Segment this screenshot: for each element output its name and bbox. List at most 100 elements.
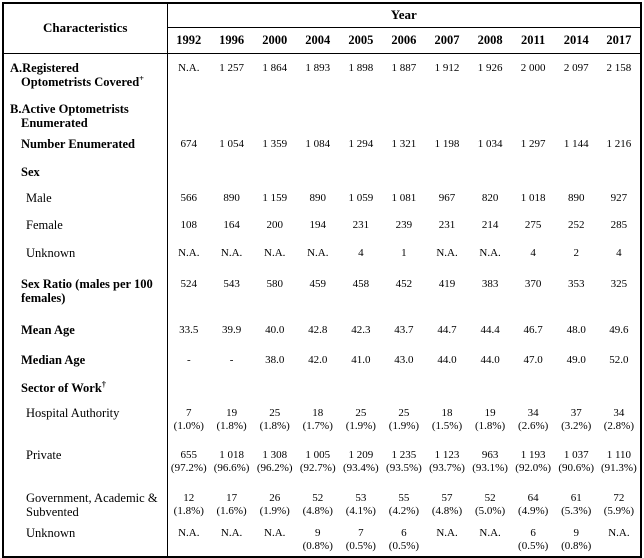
cell-value: 1 084 — [305, 138, 331, 150]
row-label-sex-ratio: Sex Ratio (males per 100 females) — [3, 270, 168, 316]
row-label-line: Hospital Authority — [26, 406, 166, 420]
cell-mean-age-1996: 39.9 — [210, 316, 253, 346]
cell-value: 1 059 — [348, 192, 374, 204]
cell-value: 325 — [610, 278, 628, 290]
cell-sector-unknown-2011: 6 (0.5%) — [512, 519, 555, 557]
cell-sector-of-work-2004 — [296, 374, 339, 399]
table-row-sector-unknown: Unknown N.A. N.A. N.A. 9 (0.8%) 7 (0.5%) 6 (0.5%)… — [3, 519, 641, 557]
cell-sector-of-work-2014 — [555, 374, 598, 399]
cell-private-2011: 1 193 (92.0%) — [512, 441, 555, 484]
cell-sector-of-work-2006 — [382, 374, 425, 399]
cell-sector-unknown-2008: N.A. — [469, 519, 512, 557]
cell-hospital-authority-2008: 19 (1.8%) — [469, 399, 512, 441]
row-label-line: Sex Ratio (males per 100 females) — [21, 277, 166, 305]
cell-value: 18 — [312, 407, 324, 419]
cell-percentage: (93.5%) — [386, 461, 422, 474]
table-row-median-age: Median Age - - 38.0 42.0 41.0 43.0 44.0 44.0 47.0… — [3, 346, 641, 374]
cell-value: 7 — [186, 407, 192, 419]
cell-registered-covered-2006: 1 887 — [382, 53, 425, 95]
cell-value: N.A. — [479, 247, 501, 259]
cell-male-2008: 820 — [469, 184, 512, 211]
cell-govt-academic-subvented-2011: 64 (4.9%) — [512, 484, 555, 519]
cell-sex-1992 — [167, 158, 210, 184]
cell-value: 459 — [309, 278, 327, 290]
row-label-line: Unknown — [26, 246, 166, 260]
cell-active-enumerated-2000 — [253, 95, 296, 130]
row-label-hospital-authority: Hospital Authority — [3, 399, 168, 441]
cell-value: 25 — [269, 407, 281, 419]
year-column-header-2017: 2017 — [597, 27, 641, 54]
row-label-female: Female — [3, 211, 168, 239]
cell-female-2004: 194 — [296, 211, 339, 239]
cell-sex-unknown-1996: N.A. — [210, 239, 253, 270]
cell-value: 1 034 — [477, 138, 503, 150]
cell-value: 9 — [573, 527, 579, 539]
cell-active-enumerated-1992 — [167, 95, 210, 130]
cell-female-1996: 164 — [210, 211, 253, 239]
cell-value: 61 — [570, 492, 582, 504]
cell-value: 1 209 — [348, 449, 374, 461]
cell-active-enumerated-2005 — [339, 95, 382, 130]
row-label-text: Hospital Authority — [26, 406, 120, 420]
cell-percentage: (4.8%) — [431, 504, 463, 517]
cell-private-2004: 1 005 (92.7%) — [296, 441, 339, 484]
cell-value: 52 — [484, 492, 496, 504]
cell-value: 1 893 — [305, 61, 331, 74]
cell-value: 566 — [180, 192, 198, 204]
row-label-line: Enumerated — [21, 116, 166, 130]
cell-sex-unknown-2008: N.A. — [469, 239, 512, 270]
cell-registered-covered-1992: N.A. — [167, 53, 210, 95]
cell-sector-unknown-2007: N.A. — [425, 519, 468, 557]
cell-percentage: (90.6%) — [558, 461, 595, 474]
cell-percentage: (92.7%) — [299, 461, 336, 474]
cell-sex-2014 — [555, 158, 598, 184]
cell-value: 39.9 — [221, 324, 242, 336]
cell-sex-2011 — [512, 158, 555, 184]
cell-sex-ratio-2014: 353 — [555, 270, 598, 316]
cell-sex-unknown-2006: 1 — [382, 239, 425, 270]
cell-sector-unknown-1992: N.A. — [167, 519, 210, 557]
cell-sex-1996 — [210, 158, 253, 184]
cell-private-2007: 1 123 (93.7%) — [425, 441, 468, 484]
cell-hospital-authority-2014: 37 (3.2%) — [555, 399, 598, 441]
cell-value: 64 — [527, 492, 539, 504]
cell-mean-age-2006: 43.7 — [382, 316, 425, 346]
cell-value: 1 912 — [434, 61, 460, 74]
cell-value: N.A. — [178, 247, 200, 259]
cell-value: N.A. — [264, 247, 286, 259]
cell-value: N.A. — [307, 247, 329, 259]
cell-value: 43.0 — [394, 354, 414, 366]
cell-govt-academic-subvented-1992: 12 (1.8%) — [167, 484, 210, 519]
table-row-hospital-authority: Hospital Authority 7 (1.0%) 19 (1.8%) 25 (1.8%… — [3, 399, 641, 441]
cell-percentage: (91.3%) — [601, 461, 637, 474]
cell-number-enumerated-2007: 1 198 — [425, 130, 468, 158]
cell-value: 239 — [395, 219, 413, 231]
cell-value: 820 — [481, 192, 499, 204]
cell-percentage: (4.9%) — [518, 504, 549, 517]
cell-value: - — [229, 354, 234, 366]
row-label-text: Sector of Work — [21, 381, 102, 395]
cell-male-1996: 890 — [210, 184, 253, 211]
row-label-text: B.Active Optometrists — [10, 102, 129, 116]
cell-value: 275 — [524, 219, 542, 231]
cell-sector-of-work-2008 — [469, 374, 512, 399]
cell-number-enumerated-2017: 1 216 — [598, 130, 641, 158]
cell-value: 55 — [398, 492, 410, 504]
cell-female-2014: 252 — [555, 211, 598, 239]
cell-percentage: (1.8%) — [474, 419, 506, 432]
cell-hospital-authority-2005: 25 (1.9%) — [339, 399, 382, 441]
cell-value: 890 — [309, 192, 327, 204]
cell-value: 52.0 — [609, 354, 629, 366]
cell-sector-of-work-2007 — [425, 374, 468, 399]
cell-median-age-2006: 43.0 — [382, 346, 425, 374]
cell-female-2006: 239 — [382, 211, 425, 239]
cell-value: 25 — [355, 407, 367, 419]
cell-value: N.A. — [479, 527, 501, 539]
cell-female-2007: 231 — [425, 211, 468, 239]
cell-value: 46.7 — [523, 324, 543, 336]
cell-mean-age-2017: 49.6 — [598, 316, 641, 346]
row-label-text: Mean Age — [21, 323, 75, 337]
cell-value: 1 018 — [219, 449, 244, 461]
cell-value: N.A. — [178, 61, 200, 74]
row-label-text: Optometrists Covered — [21, 74, 140, 89]
